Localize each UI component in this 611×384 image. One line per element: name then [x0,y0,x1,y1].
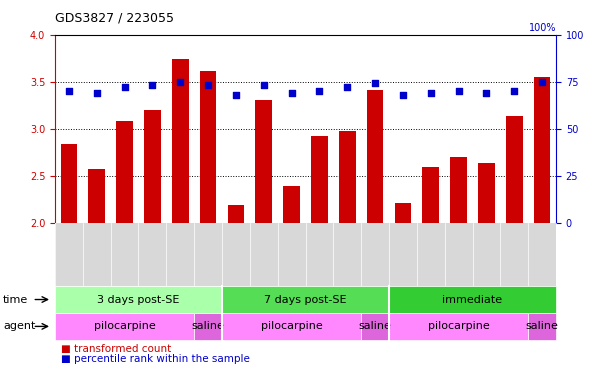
Point [147,82,157,88]
Bar [478,164,495,223]
Text: ■ percentile rank within the sample: ■ percentile rank within the sample [61,354,250,364]
Bar [506,116,522,223]
Text: immediate: immediate [442,295,503,305]
Bar [311,136,327,223]
Point [92,90,101,96]
Bar [89,169,105,223]
Point [120,84,130,90]
Text: agent: agent [3,321,35,331]
Point [510,88,519,94]
Bar [284,186,300,223]
Point [454,88,464,94]
Text: 3 days post-SE: 3 days post-SE [97,295,180,305]
Point [426,90,436,96]
Point [175,79,185,85]
Text: time: time [3,295,28,305]
Bar [200,71,216,223]
Text: saline: saline [525,321,558,331]
Bar [339,131,356,223]
Point [398,92,408,98]
Text: pilocarpine: pilocarpine [261,321,323,331]
Point [315,88,324,94]
Point [370,80,380,86]
Point [537,79,547,85]
Bar [60,144,77,223]
Bar [116,121,133,223]
Text: ■ transformed count: ■ transformed count [61,344,171,354]
Bar [227,205,244,223]
Bar [255,101,272,223]
Bar [450,157,467,223]
Point [231,92,241,98]
Bar [172,59,189,223]
Bar [422,167,439,223]
Text: 7 days post-SE: 7 days post-SE [264,295,347,305]
Point [481,90,491,96]
Point [64,88,74,94]
Bar [395,203,411,223]
Text: saline: saline [359,321,392,331]
Text: pilocarpine: pilocarpine [428,321,489,331]
Text: 100%: 100% [529,23,556,33]
Bar [534,77,551,223]
Point [259,82,269,88]
Bar [367,90,384,223]
Text: GDS3827 / 223055: GDS3827 / 223055 [55,12,174,25]
Point [342,84,352,90]
Point [287,90,296,96]
Point [203,82,213,88]
Text: saline: saline [192,321,224,331]
Bar [144,110,161,223]
Text: pilocarpine: pilocarpine [93,321,155,331]
